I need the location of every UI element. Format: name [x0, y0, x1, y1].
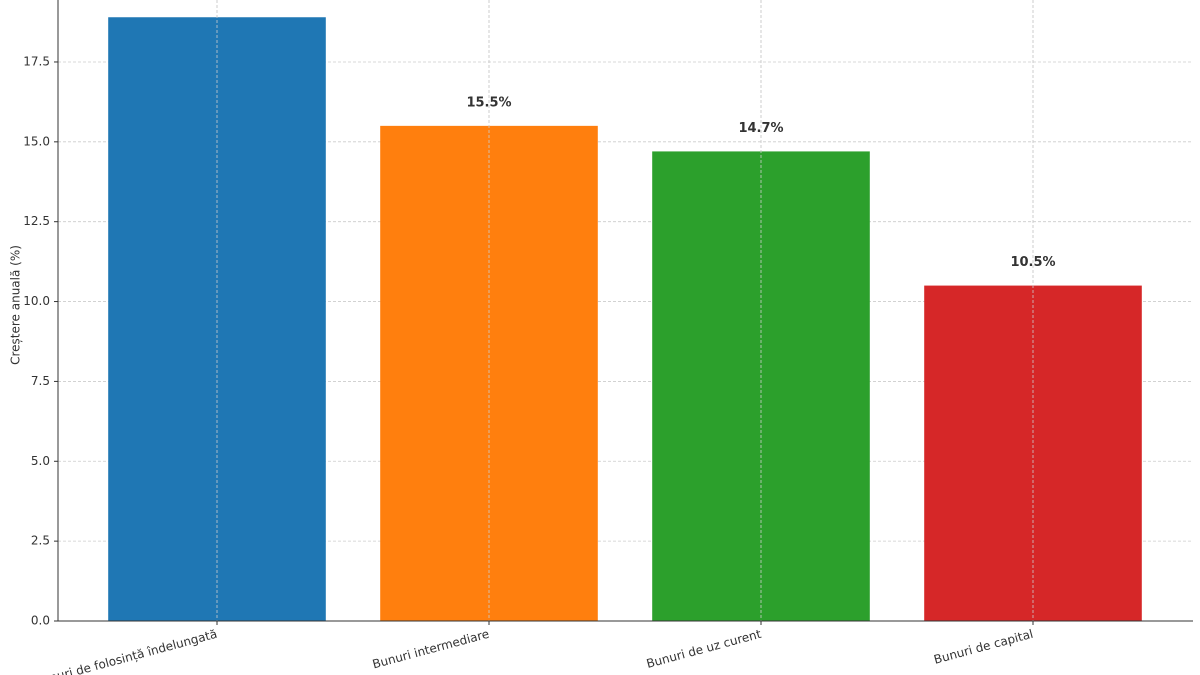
x-tick-label: Bunuri de folosință îndelungată — [33, 627, 219, 675]
y-tick-label: 2.5 — [31, 534, 50, 548]
y-axis-label: Creștere anuală (%) — [9, 245, 23, 365]
y-tick-label: 15.0 — [23, 134, 50, 148]
value-label: 15.5% — [466, 95, 511, 110]
value-label: 14.7% — [738, 121, 783, 136]
y-tick-label: 10.0 — [23, 294, 50, 308]
y-tick-label: 17.5 — [23, 54, 50, 68]
x-tick-label: Bunuri de capital — [932, 627, 1034, 667]
y-tick-label: 7.5 — [31, 374, 50, 388]
y-tick-label: 0.0 — [31, 614, 50, 628]
x-tick-label: Bunuri de uz curent — [645, 627, 763, 671]
y-tick-label: 5.0 — [31, 454, 50, 468]
value-label: 10.5% — [1010, 255, 1055, 270]
y-tick-label: 12.5 — [23, 214, 50, 228]
x-tick-label: Bunuri intermediare — [371, 627, 491, 672]
bar — [380, 125, 598, 621]
